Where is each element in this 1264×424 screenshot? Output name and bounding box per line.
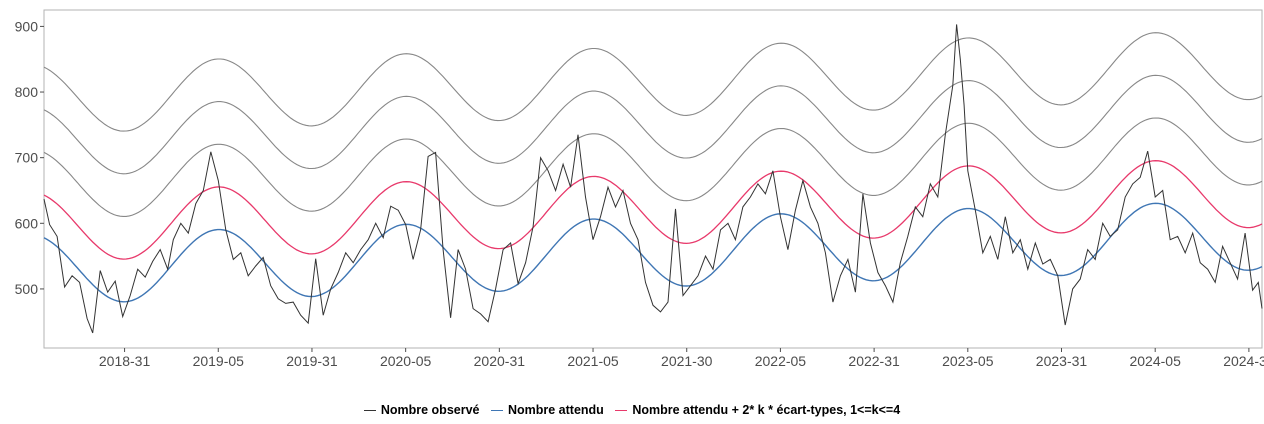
legend-label-observed: Nombre observé xyxy=(380,403,480,418)
x-tick-label: 2024-31 xyxy=(1223,353,1264,369)
threshold-band-line xyxy=(43,74,1263,175)
legend-key-observed xyxy=(363,409,376,411)
x-tick-label: 2020-05 xyxy=(380,353,432,369)
x-tick-label: 2023-31 xyxy=(1036,353,1088,369)
y-tick-label: 900 xyxy=(15,18,39,34)
x-tick-label: 2024-05 xyxy=(1129,353,1181,369)
x-tick-label: 2021-30 xyxy=(661,353,713,369)
x-tick-label: 2022-05 xyxy=(755,353,807,369)
x-tick-label: 2018-31 xyxy=(99,353,151,369)
observed-series xyxy=(43,24,1263,334)
expected-line xyxy=(43,202,1263,303)
line-chart: 500 600 700 800 900 2018-31 2019-05 2019-31 202… xyxy=(15,9,1264,369)
x-tick-label: 2022-31 xyxy=(848,353,900,369)
plot-panel xyxy=(43,9,1263,349)
legend-item-expected: Nombre attendu xyxy=(490,403,604,418)
observed-line xyxy=(43,24,1263,334)
x-tick-label: 2021-05 xyxy=(567,353,619,369)
legend-item-observed: Nombre observé xyxy=(363,403,480,418)
legend-key-expected xyxy=(490,409,503,411)
y-tick-label: 600 xyxy=(15,215,39,231)
y-tick-label: 500 xyxy=(15,281,39,297)
legend-label-threshold: Nombre attendu + 2* k * écart-types, 1<=… xyxy=(632,403,901,418)
threshold-band-line xyxy=(43,32,1263,132)
y-axis: 500 600 700 800 900 xyxy=(15,18,44,297)
x-tick-label: 2019-05 xyxy=(193,353,245,369)
threshold-bands xyxy=(43,32,1263,260)
chart-legend: Nombre observé Nombre attendu Nombre att… xyxy=(0,400,1264,417)
legend-key-threshold xyxy=(615,409,628,411)
legend-item-threshold: Nombre attendu + 2* k * écart-types, 1<=… xyxy=(615,403,900,417)
threshold-band-line xyxy=(43,117,1263,217)
x-axis: 2018-31 2019-05 2019-31 2020-05 2020-31 2021-… xyxy=(99,348,1264,369)
x-tick-label: 2020-31 xyxy=(474,353,526,369)
y-tick-label: 800 xyxy=(15,84,39,100)
expected-series xyxy=(43,202,1263,303)
x-tick-label: 2023-05 xyxy=(942,353,994,369)
threshold-band-line xyxy=(43,160,1263,260)
x-tick-label: 2019-31 xyxy=(286,353,338,369)
y-tick-label: 700 xyxy=(15,150,39,166)
legend-label-expected: Nombre attendu xyxy=(507,403,604,418)
